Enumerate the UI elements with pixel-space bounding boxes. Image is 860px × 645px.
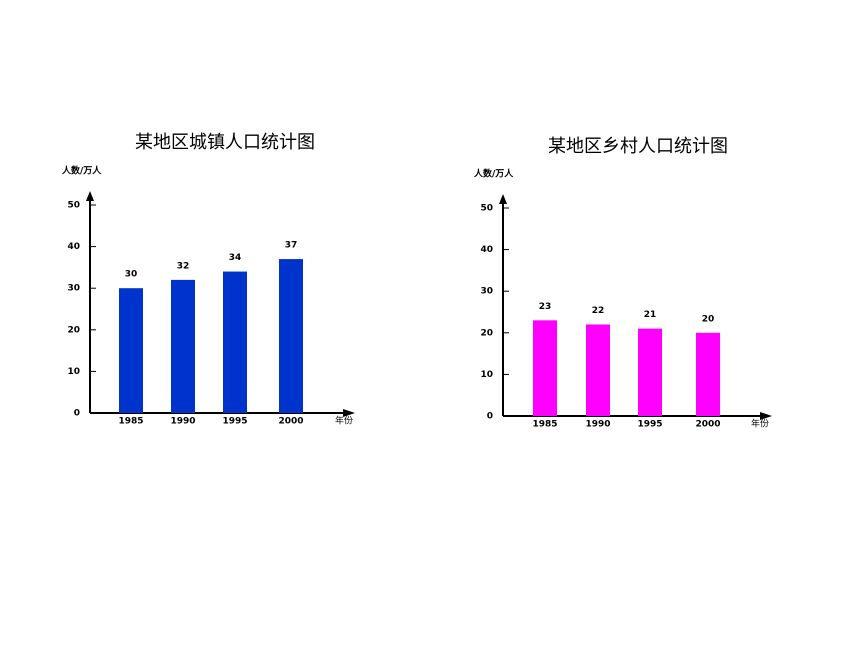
y-tick-label: 10 xyxy=(67,367,80,377)
y-tick-label: 40 xyxy=(67,242,80,252)
bar xyxy=(119,288,143,413)
value-label: 34 xyxy=(229,253,242,263)
y-tick-label: 0 xyxy=(74,409,80,419)
chart-title: 某地区乡村人口统计图 xyxy=(548,136,728,157)
y-tick-label: 10 xyxy=(480,370,493,380)
x-tick-label: 2000 xyxy=(695,420,720,430)
y-tick-label: 20 xyxy=(67,325,80,335)
y-tick-label: 20 xyxy=(480,328,493,338)
bar xyxy=(171,279,195,413)
x-tick-label: 2000 xyxy=(278,417,303,427)
x-axis-arrow xyxy=(760,412,772,420)
y-tick-label: 40 xyxy=(480,245,493,255)
x-axis-label: 年份 xyxy=(751,418,769,430)
value-label: 30 xyxy=(125,270,138,280)
bar xyxy=(638,328,662,416)
value-label: 37 xyxy=(285,241,298,251)
bar xyxy=(533,320,557,416)
y-tick-label: 50 xyxy=(480,204,493,214)
value-label: 20 xyxy=(702,314,715,324)
value-label: 32 xyxy=(177,261,190,271)
y-axis-arrow xyxy=(499,194,507,204)
y-axis-label: 人数/万人 xyxy=(61,165,102,177)
y-tick-label: 0 xyxy=(487,412,493,422)
y-axis-label: 人数/万人 xyxy=(473,168,514,180)
y-axis-arrow xyxy=(86,191,94,201)
y-tick-label: 30 xyxy=(67,284,80,294)
chart-title: 某地区城镇人口统计图 xyxy=(135,132,315,153)
bar xyxy=(279,259,303,413)
x-tick-label: 1990 xyxy=(585,420,610,430)
x-tick-label: 1995 xyxy=(222,417,247,427)
y-tick-label: 50 xyxy=(67,201,80,211)
value-label: 23 xyxy=(539,302,552,312)
x-tick-label: 1990 xyxy=(170,417,195,427)
value-label: 21 xyxy=(644,310,657,320)
x-axis-arrow xyxy=(343,409,355,417)
bar xyxy=(586,324,610,416)
bar xyxy=(223,271,247,413)
x-tick-label: 1995 xyxy=(637,420,662,430)
bar xyxy=(696,332,720,416)
x-axis-label: 年份 xyxy=(335,415,353,427)
y-tick-label: 30 xyxy=(480,287,493,297)
x-tick-label: 1985 xyxy=(118,417,143,427)
value-label: 22 xyxy=(592,306,605,316)
x-tick-label: 1985 xyxy=(532,420,557,430)
